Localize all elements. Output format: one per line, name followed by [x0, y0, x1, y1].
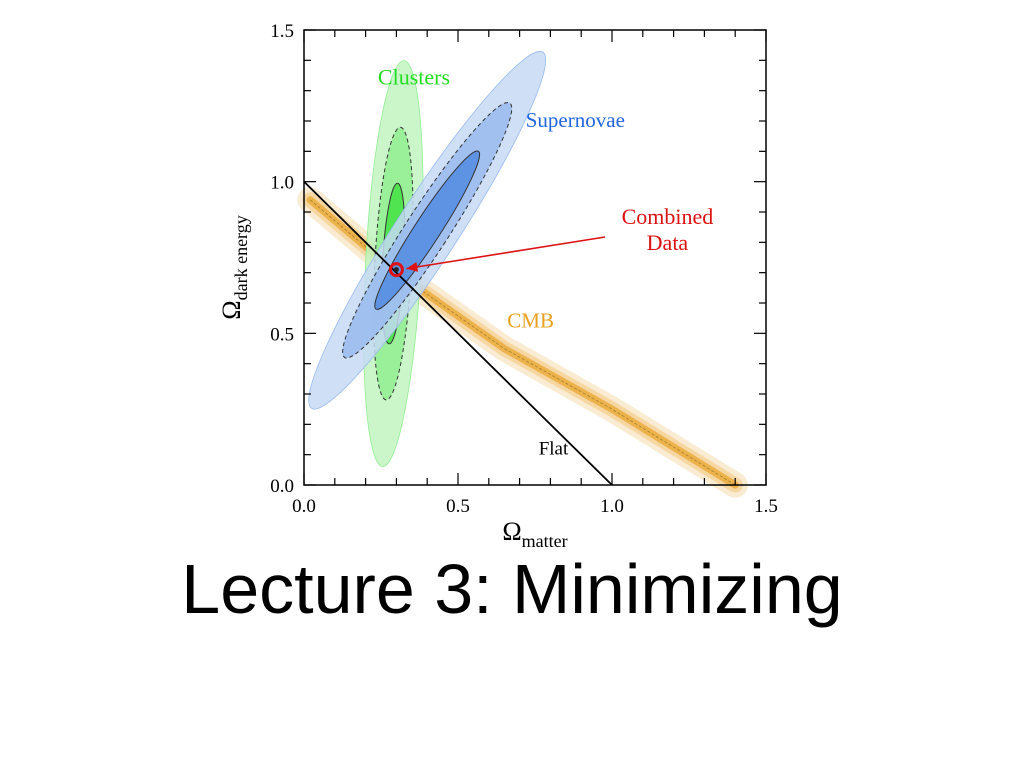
- plot-frame: [303, 29, 767, 486]
- combined-data-label-line-2: Data: [647, 230, 689, 255]
- x-tick-label: 1.5: [754, 496, 778, 517]
- combined-data-point: [388, 262, 404, 278]
- y-tick-label: 1.0: [270, 173, 294, 194]
- x-axis-symbol: Ω: [502, 517, 521, 546]
- combined-data-label-line-1: Combined: [622, 204, 714, 229]
- x-axis-label: Ωmatter: [502, 517, 567, 551]
- flat-label: Flat: [539, 439, 569, 460]
- supernovae-label: Supernovae: [526, 108, 625, 132]
- y-axis-symbol: Ω: [217, 300, 246, 319]
- cmb-label: CMB: [507, 308, 554, 332]
- combined-data-center: [393, 267, 399, 273]
- flat-line: [303, 181, 613, 486]
- x-tick-label: 0.0: [292, 496, 316, 517]
- y-tick-label: 0.0: [270, 476, 294, 497]
- combined-data-arrow-line: [406, 236, 606, 270]
- x-tick-label: 0.5: [446, 496, 470, 517]
- clusters-label: Clusters: [378, 65, 450, 90]
- y-axis-subscript: dark energy: [231, 215, 251, 300]
- x-axis-subscript: matter: [522, 531, 568, 551]
- y-tick-label: 0.5: [270, 324, 294, 345]
- slide-title: Lecture 3: Minimizing: [181, 550, 843, 628]
- x-tick-label: 1.0: [600, 496, 624, 517]
- y-tick-label: 1.5: [270, 21, 294, 42]
- cosmology-constraint-plot: Flat Combined Data Clusters Supernovae CMB 0.0…: [200, 10, 800, 555]
- combined-data-arrowhead: [406, 261, 419, 272]
- y-axis-label: Ωdark energy: [217, 215, 251, 319]
